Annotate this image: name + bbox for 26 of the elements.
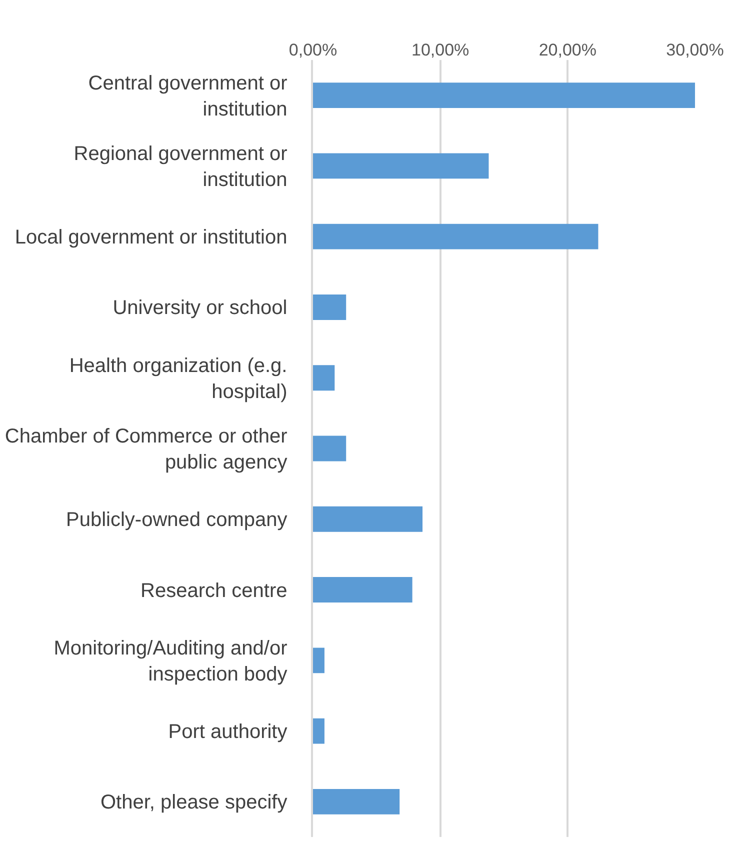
y-tick-label: Research centre — [140, 580, 288, 602]
bar — [313, 648, 324, 674]
x-tick-label: 20,00% — [538, 40, 597, 60]
bar — [313, 577, 412, 602]
y-tick-label: Other, please specify — [100, 792, 288, 814]
y-tick-label: Publicly-owned company — [66, 509, 288, 532]
x-tick-label: 30,00% — [666, 40, 724, 60]
bar — [313, 82, 695, 108]
bar — [313, 506, 423, 532]
y-tick-label: Port authority — [168, 721, 288, 744]
bar — [313, 153, 489, 179]
bar — [313, 365, 335, 391]
bar — [313, 718, 324, 744]
y-tick-label: Health organization (e.g. hospital) — [69, 354, 288, 403]
y-tick-label: Central government or institution — [88, 72, 288, 120]
y-tick-label: Local government or institution — [14, 226, 288, 249]
bar — [313, 436, 346, 462]
y-tick-label: Monitoring/Auditing and/or inspection body — [54, 637, 288, 686]
bar — [313, 294, 346, 320]
x-tick-label: 0,00% — [288, 40, 338, 60]
y-tick-label: University or school — [112, 297, 288, 320]
y-tick-label: Chamber of Commerce or other public agency — [4, 426, 288, 474]
y-tick-label: Regional government or institution — [74, 142, 288, 191]
x-tick-label: 10,00% — [411, 40, 470, 60]
bar — [313, 788, 400, 814]
bar — [313, 224, 598, 250]
